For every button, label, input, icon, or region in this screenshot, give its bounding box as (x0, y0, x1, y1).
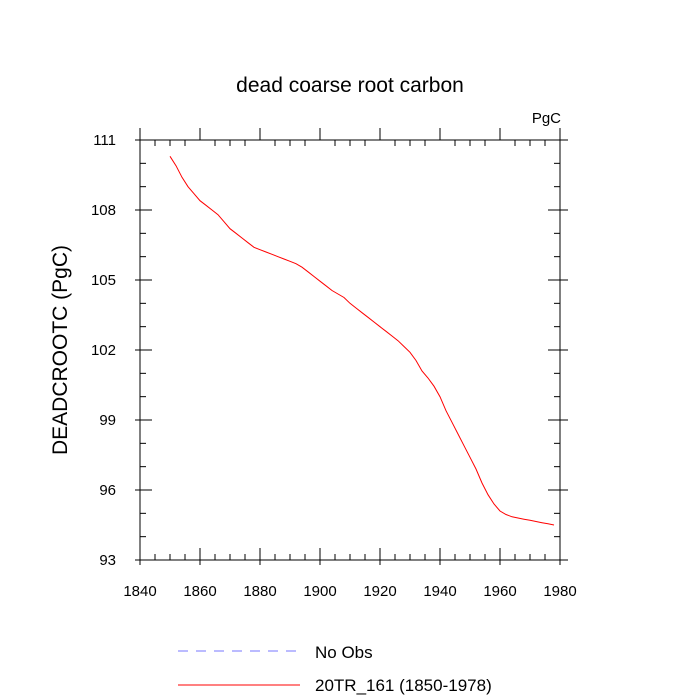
y-tick-label: 111 (93, 132, 116, 149)
legend-label-20tr-161: 20TR_161 (1850-1978) (315, 676, 492, 695)
y-tick-label: 108 (91, 202, 116, 219)
chart-title: dead coarse root carbon (236, 74, 464, 97)
legend: No Obs 20TR_161 (1850-1978) (178, 643, 492, 695)
y-axis-label: DEADCROOTC (PgC) (49, 245, 72, 455)
units-label: PgC (532, 110, 561, 127)
y-tick-label: 105 (91, 272, 116, 289)
x-tick-label: 1840 (123, 583, 156, 600)
series-line-20tr-161 (169, 156, 555, 526)
x-tick-label: 1900 (303, 583, 336, 600)
legend-label-no-obs: No Obs (315, 643, 373, 662)
x-tick-label: 1960 (483, 583, 516, 600)
y-tick-label: 102 (91, 342, 116, 359)
series-layer (169, 156, 555, 526)
axis-ticks (135, 128, 568, 565)
axis-tick-labels: 1840 1860 1880 1900 1920 1940 1960 1980 93 96 99 10… (91, 132, 577, 600)
y-tick-label: 99 (99, 412, 116, 429)
x-tick-label: 1860 (183, 583, 216, 600)
x-tick-label: 1880 (243, 583, 276, 600)
y-tick-label: 96 (99, 482, 116, 499)
x-tick-label: 1920 (363, 583, 396, 600)
y-tick-label: 93 (99, 552, 116, 569)
x-tick-label: 1980 (543, 583, 576, 600)
x-tick-label: 1940 (423, 583, 456, 600)
